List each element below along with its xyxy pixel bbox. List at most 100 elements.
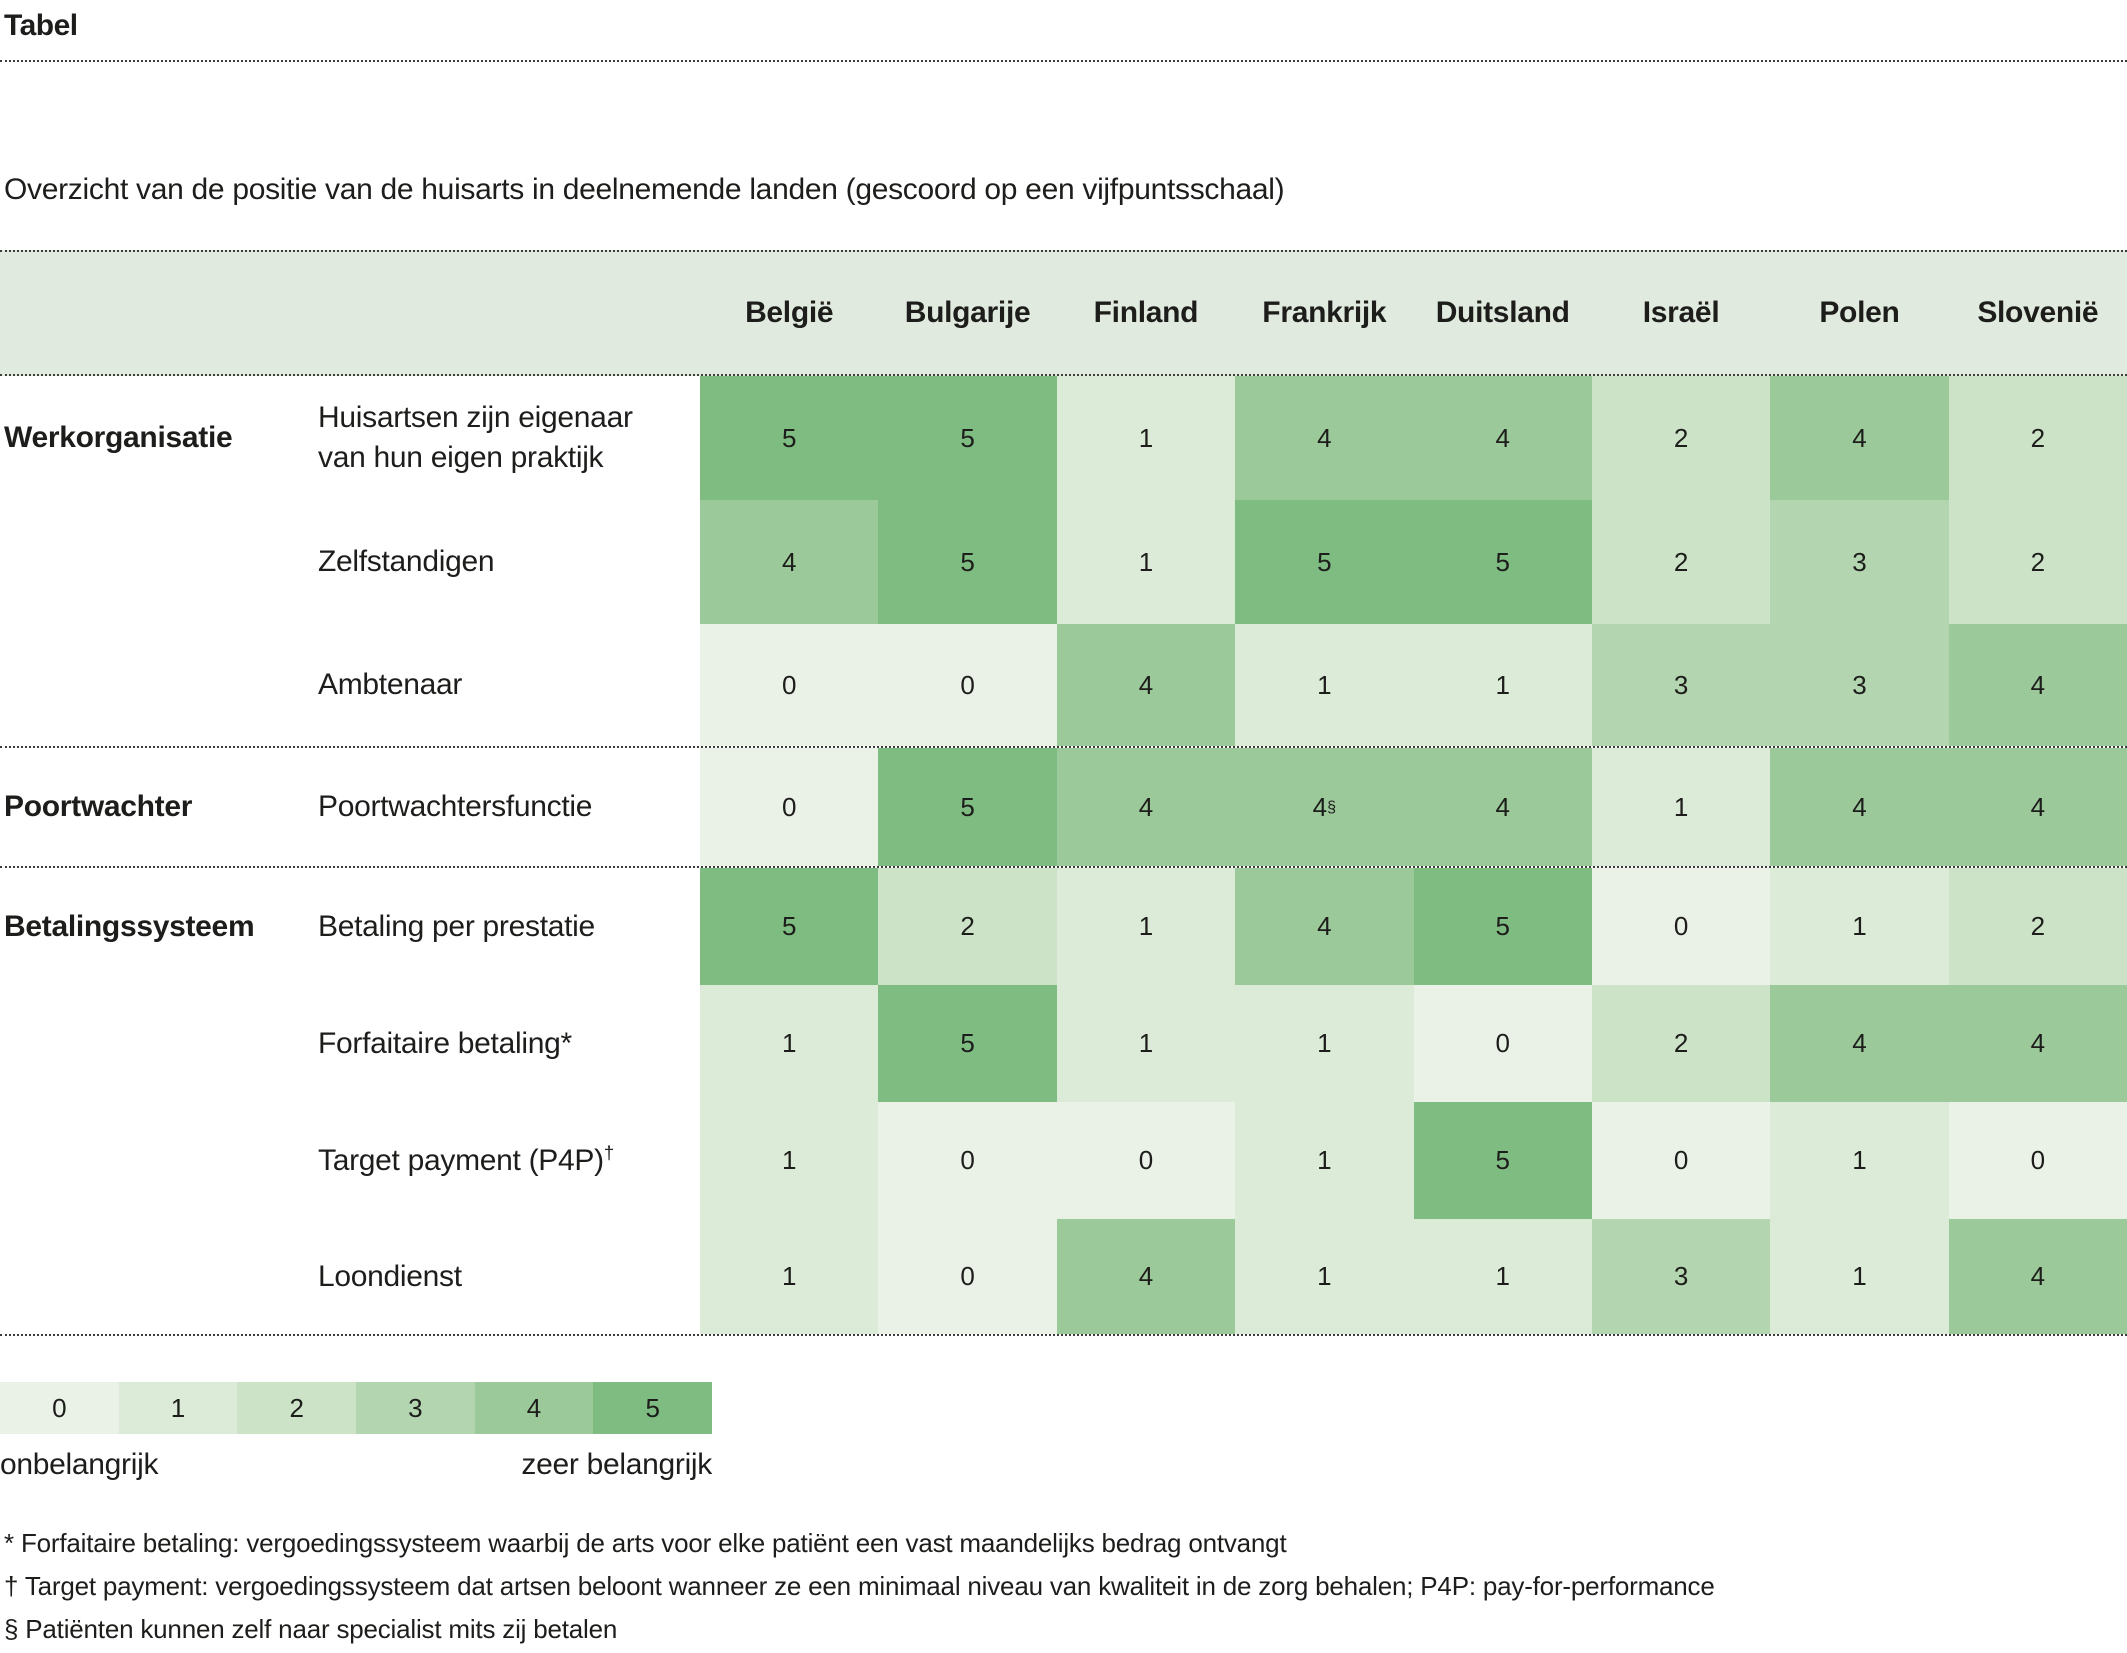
table-row: Ambtenaar 0 0 4 1 1 3 3 4 <box>0 624 2127 748</box>
table-caption: Overzicht van de positie van de huisarts… <box>4 173 1285 206</box>
legend-swatch: 4 <box>474 1382 594 1434</box>
legend-swatch: 0 <box>0 1382 119 1434</box>
value-cell: 0 <box>878 1102 1057 1219</box>
value-cell: 5 <box>1413 868 1592 985</box>
row-label: Forfaitaire betaling* <box>318 985 700 1102</box>
value-cell: 4 <box>1948 1219 2127 1334</box>
value-cell: 4 <box>1948 624 2127 746</box>
value-cell: 4 <box>1770 985 1949 1102</box>
value-cell: 5 <box>1235 500 1414 624</box>
value-cell: 2 <box>1948 500 2127 624</box>
value-cell: 3 <box>1591 624 1771 746</box>
value-cell: 1 <box>1235 1102 1414 1219</box>
table-row: Forfaitaire betaling* 1 5 1 1 0 2 4 4 <box>0 985 2127 1102</box>
page-title: Tabel <box>4 9 78 42</box>
value-cell: 3 <box>1591 1219 1771 1334</box>
legend-swatch: 3 <box>356 1382 475 1434</box>
value-cell: 1 <box>1235 1219 1414 1334</box>
value-cell: 0 <box>878 1219 1057 1334</box>
legend-min-label: onbelangrijk <box>0 1448 159 1481</box>
value-cell: 4 § <box>1235 748 1414 866</box>
footnote-line: § Patiënten kunnen zelf naar specialist … <box>4 1614 618 1644</box>
row-label: Zelfstandigen <box>318 500 700 624</box>
value-cell: 1 <box>700 985 879 1102</box>
value-cell: 4 <box>1056 624 1236 746</box>
row-label: Poortwachtersfunctie <box>318 748 700 866</box>
value-cell: 1 <box>1770 868 1949 985</box>
value-cell: 1 <box>1056 985 1236 1102</box>
column-header: Finland <box>1093 296 1199 329</box>
value-cell: 0 <box>878 624 1057 746</box>
value-cell: 2 <box>1591 500 1771 624</box>
table-row: Target payment (P4P)† 1 0 0 1 5 0 1 0 <box>0 1102 2127 1219</box>
value-cell: 5 <box>1413 1102 1592 1219</box>
group-label <box>0 1102 318 1219</box>
value-cell: 4 <box>1948 748 2127 866</box>
table-row: Werkorganisatie Huisartsen zijn eigenaar … <box>0 376 2127 500</box>
title-divider <box>0 60 2127 62</box>
value-cell: 1 <box>1591 748 1771 866</box>
row-label: Loondienst <box>318 1219 700 1334</box>
column-header: Slovenië <box>1977 296 2099 329</box>
value-cell: 1 <box>1770 1219 1949 1334</box>
legend-swatch: 2 <box>237 1382 357 1434</box>
value-cell: 3 <box>1770 624 1949 746</box>
value-cell: 1 <box>1056 500 1236 624</box>
table-row: Betalingssysteem Betaling per prestatie 5 2… <box>0 868 2127 985</box>
value-cell: 2 <box>1948 376 2127 500</box>
value-cell: 4 <box>1413 748 1592 866</box>
group-label: Poortwachter <box>0 748 318 866</box>
row-label: Target payment (P4P)† <box>318 1102 700 1219</box>
value-cell: 4 <box>700 500 879 624</box>
table-header-row: België Bulgarije Finland Frankrijk Duitsland… <box>0 250 2127 376</box>
value-cell: 4 <box>1413 376 1592 500</box>
value-cell: 1 <box>1056 376 1236 500</box>
column-header: Polen <box>1819 296 1900 329</box>
value-cell: 2 <box>1591 376 1771 500</box>
value-cell: 1 <box>1413 1219 1592 1334</box>
value-cell: 1 <box>700 1102 879 1219</box>
value-cell: 4 <box>1770 376 1949 500</box>
value-cell: 2 <box>1948 868 2127 985</box>
value-cell: 1 <box>1235 985 1414 1102</box>
group-label: Betalingssysteem <box>0 868 318 985</box>
value-cell: 1 <box>1413 624 1592 746</box>
row-label: Betaling per prestatie <box>318 868 700 985</box>
value-cell: 3 <box>1770 500 1949 624</box>
value-cell: 4 <box>1056 748 1236 866</box>
group-label <box>0 1219 318 1334</box>
value-cell: 4 <box>1770 748 1949 866</box>
heatmap-table: België Bulgarije Finland Frankrijk Duitsland… <box>0 250 2127 1336</box>
value-cell: 5 <box>878 748 1057 866</box>
value-cell: 0 <box>1948 1102 2127 1219</box>
table-body: Werkorganisatie Huisartsen zijn eigenaar … <box>0 376 2127 1336</box>
value-cell: 4 <box>1235 868 1414 985</box>
value-cell: 5 <box>1413 500 1592 624</box>
column-header: Frankrijk <box>1262 296 1387 329</box>
value-cell: 1 <box>1056 868 1236 985</box>
value-cell: 5 <box>878 376 1057 500</box>
column-header: Duitsland <box>1435 296 1570 329</box>
legend-swatch: 1 <box>118 1382 238 1434</box>
value-cell: 5 <box>700 868 879 985</box>
row-label: Huisartsen zijn eigenaar van hun eigen p… <box>318 376 700 500</box>
value-cell: 4 <box>1056 1219 1236 1334</box>
value-cell: 2 <box>878 868 1057 985</box>
value-cell: 0 <box>1591 1102 1771 1219</box>
value-cell: 0 <box>700 748 879 866</box>
value-cell: 4 <box>1235 376 1414 500</box>
footnotes: * Forfaitaire betaling: vergoedingssyste… <box>4 1522 2127 1651</box>
value-cell: 5 <box>700 376 879 500</box>
footnote-line: † Target payment: vergoedingssysteem dat… <box>4 1571 1715 1601</box>
value-cell: 5 <box>878 500 1057 624</box>
legend-swatch: 5 <box>593 1382 713 1434</box>
column-header: België <box>745 296 834 329</box>
group-label <box>0 624 318 746</box>
header-spacer <box>0 252 700 374</box>
value-cell: 0 <box>1056 1102 1236 1219</box>
legend-max-label: zeer belangrijk <box>521 1448 712 1481</box>
table-row: Zelfstandigen 4 5 1 5 5 2 3 2 <box>0 500 2127 624</box>
table-row: Poortwachter Poortwachtersfunctie 0 5 4 4 § 4 1 4… <box>0 748 2127 868</box>
